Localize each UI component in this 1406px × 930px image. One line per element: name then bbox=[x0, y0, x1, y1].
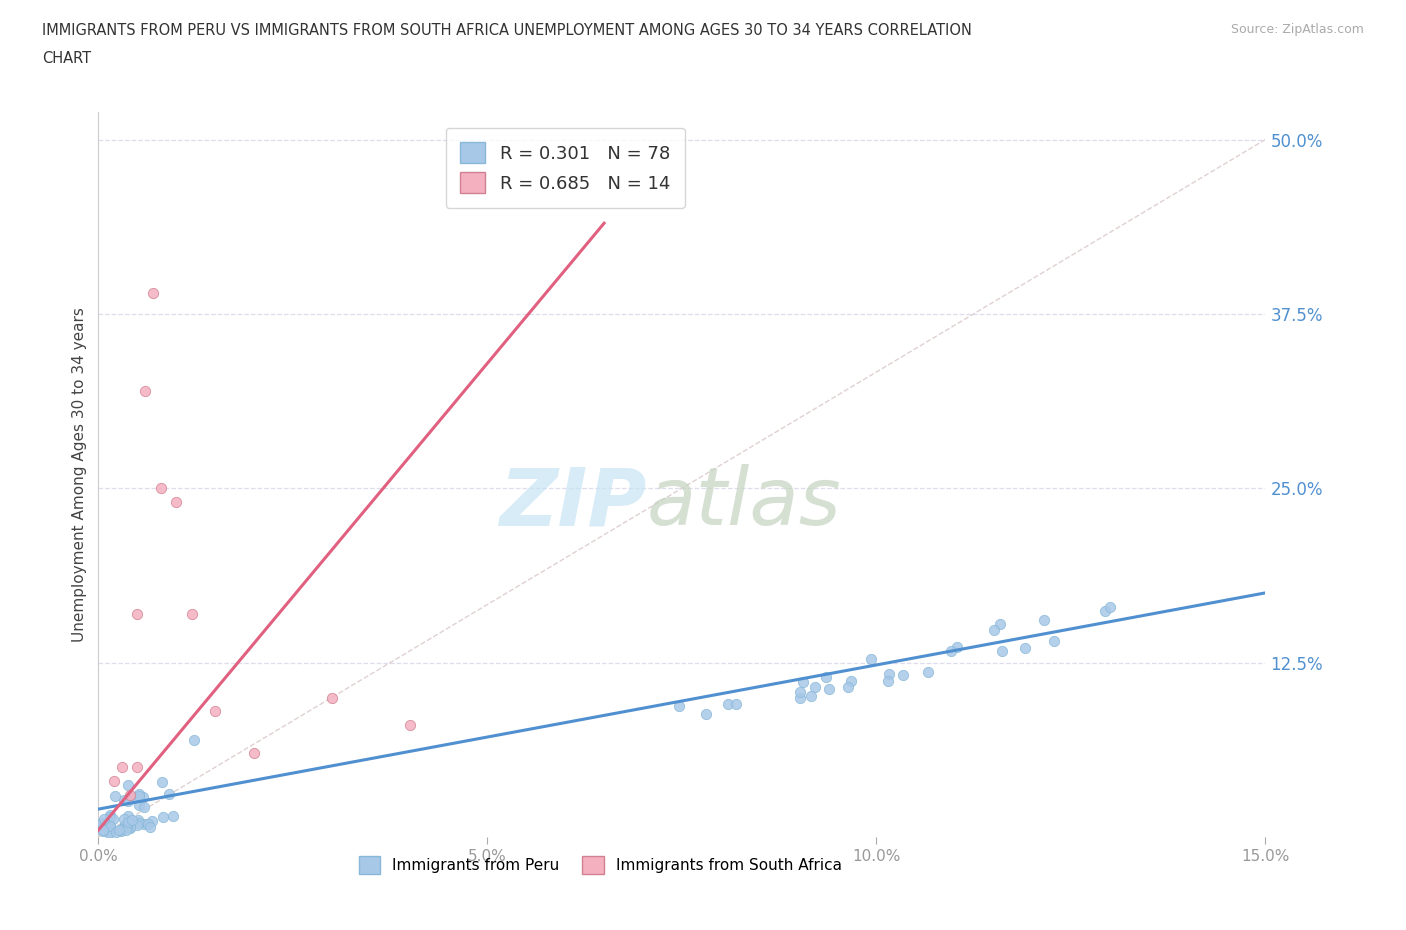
Point bbox=[94, 816, 117, 830]
Point bbox=[127, 606, 149, 621]
Point bbox=[724, 697, 747, 711]
Point bbox=[162, 809, 184, 824]
Point bbox=[991, 644, 1014, 658]
Point bbox=[789, 684, 811, 699]
Point bbox=[139, 819, 162, 834]
Point bbox=[107, 823, 129, 838]
Point bbox=[118, 788, 141, 803]
Point bbox=[112, 819, 135, 834]
Point bbox=[127, 812, 149, 827]
Text: atlas: atlas bbox=[647, 464, 842, 542]
Point bbox=[142, 286, 165, 300]
Point bbox=[104, 789, 127, 804]
Point bbox=[98, 826, 121, 841]
Point bbox=[839, 673, 862, 688]
Point bbox=[891, 667, 914, 682]
Point bbox=[150, 775, 173, 790]
Point bbox=[121, 812, 143, 827]
Point bbox=[98, 818, 121, 833]
Point bbox=[941, 644, 963, 658]
Point bbox=[983, 622, 1005, 637]
Point bbox=[136, 817, 159, 832]
Point bbox=[111, 822, 134, 837]
Point bbox=[98, 822, 121, 837]
Point bbox=[127, 760, 149, 775]
Point bbox=[134, 383, 156, 398]
Point bbox=[105, 825, 128, 840]
Point bbox=[321, 690, 343, 705]
Point bbox=[103, 774, 125, 789]
Point bbox=[243, 746, 266, 761]
Point bbox=[1042, 633, 1064, 648]
Point bbox=[115, 819, 138, 834]
Point bbox=[837, 680, 859, 695]
Point bbox=[91, 816, 114, 830]
Point bbox=[91, 823, 114, 838]
Point bbox=[717, 697, 740, 711]
Y-axis label: Unemployment Among Ages 30 to 34 years: Unemployment Among Ages 30 to 34 years bbox=[72, 307, 87, 642]
Point bbox=[91, 822, 114, 837]
Point bbox=[98, 824, 121, 839]
Point bbox=[98, 807, 121, 822]
Point bbox=[118, 819, 141, 834]
Point bbox=[1098, 600, 1121, 615]
Point bbox=[125, 817, 148, 832]
Point bbox=[165, 495, 187, 510]
Point bbox=[152, 810, 174, 825]
Point bbox=[128, 816, 150, 830]
Point bbox=[814, 670, 837, 684]
Text: IMMIGRANTS FROM PERU VS IMMIGRANTS FROM SOUTH AFRICA UNEMPLOYMENT AMONG AGES 30 : IMMIGRANTS FROM PERU VS IMMIGRANTS FROM … bbox=[42, 23, 972, 38]
Text: Source: ZipAtlas.com: Source: ZipAtlas.com bbox=[1230, 23, 1364, 36]
Point bbox=[180, 606, 202, 621]
Point bbox=[859, 651, 882, 666]
Point bbox=[103, 812, 125, 827]
Point bbox=[804, 680, 827, 695]
Point bbox=[204, 704, 226, 719]
Text: ZIP: ZIP bbox=[499, 464, 647, 542]
Point bbox=[121, 790, 143, 804]
Point bbox=[183, 732, 205, 747]
Point bbox=[149, 481, 172, 496]
Point bbox=[917, 665, 939, 680]
Point bbox=[946, 639, 969, 654]
Point bbox=[111, 760, 134, 775]
Point bbox=[1032, 613, 1054, 628]
Point bbox=[117, 808, 139, 823]
Point bbox=[876, 673, 898, 688]
Legend: Immigrants from Peru, Immigrants from South Africa: Immigrants from Peru, Immigrants from So… bbox=[353, 850, 848, 880]
Point bbox=[800, 688, 823, 703]
Point bbox=[112, 812, 135, 827]
Point bbox=[117, 793, 139, 808]
Point bbox=[132, 790, 155, 804]
Point bbox=[128, 789, 150, 804]
Point bbox=[110, 823, 132, 838]
Point bbox=[141, 814, 163, 829]
Point bbox=[695, 707, 717, 722]
Point bbox=[134, 799, 156, 814]
Point bbox=[128, 798, 150, 813]
Point bbox=[988, 617, 1011, 631]
Point bbox=[817, 682, 839, 697]
Point bbox=[114, 823, 136, 838]
Point bbox=[114, 817, 136, 832]
Point bbox=[1094, 604, 1116, 618]
Point bbox=[877, 667, 900, 682]
Point bbox=[668, 698, 690, 713]
Point bbox=[792, 675, 814, 690]
Point bbox=[1014, 641, 1036, 656]
Point bbox=[118, 820, 141, 835]
Point bbox=[117, 777, 139, 792]
Point bbox=[117, 815, 139, 830]
Point bbox=[98, 809, 121, 824]
Point bbox=[98, 818, 121, 833]
Text: CHART: CHART bbox=[42, 51, 91, 66]
Point bbox=[93, 812, 115, 827]
Point bbox=[132, 817, 155, 831]
Point bbox=[789, 690, 811, 705]
Point bbox=[114, 792, 136, 807]
Point bbox=[89, 817, 111, 832]
Point bbox=[398, 718, 420, 733]
Point bbox=[157, 787, 180, 802]
Point bbox=[128, 787, 150, 802]
